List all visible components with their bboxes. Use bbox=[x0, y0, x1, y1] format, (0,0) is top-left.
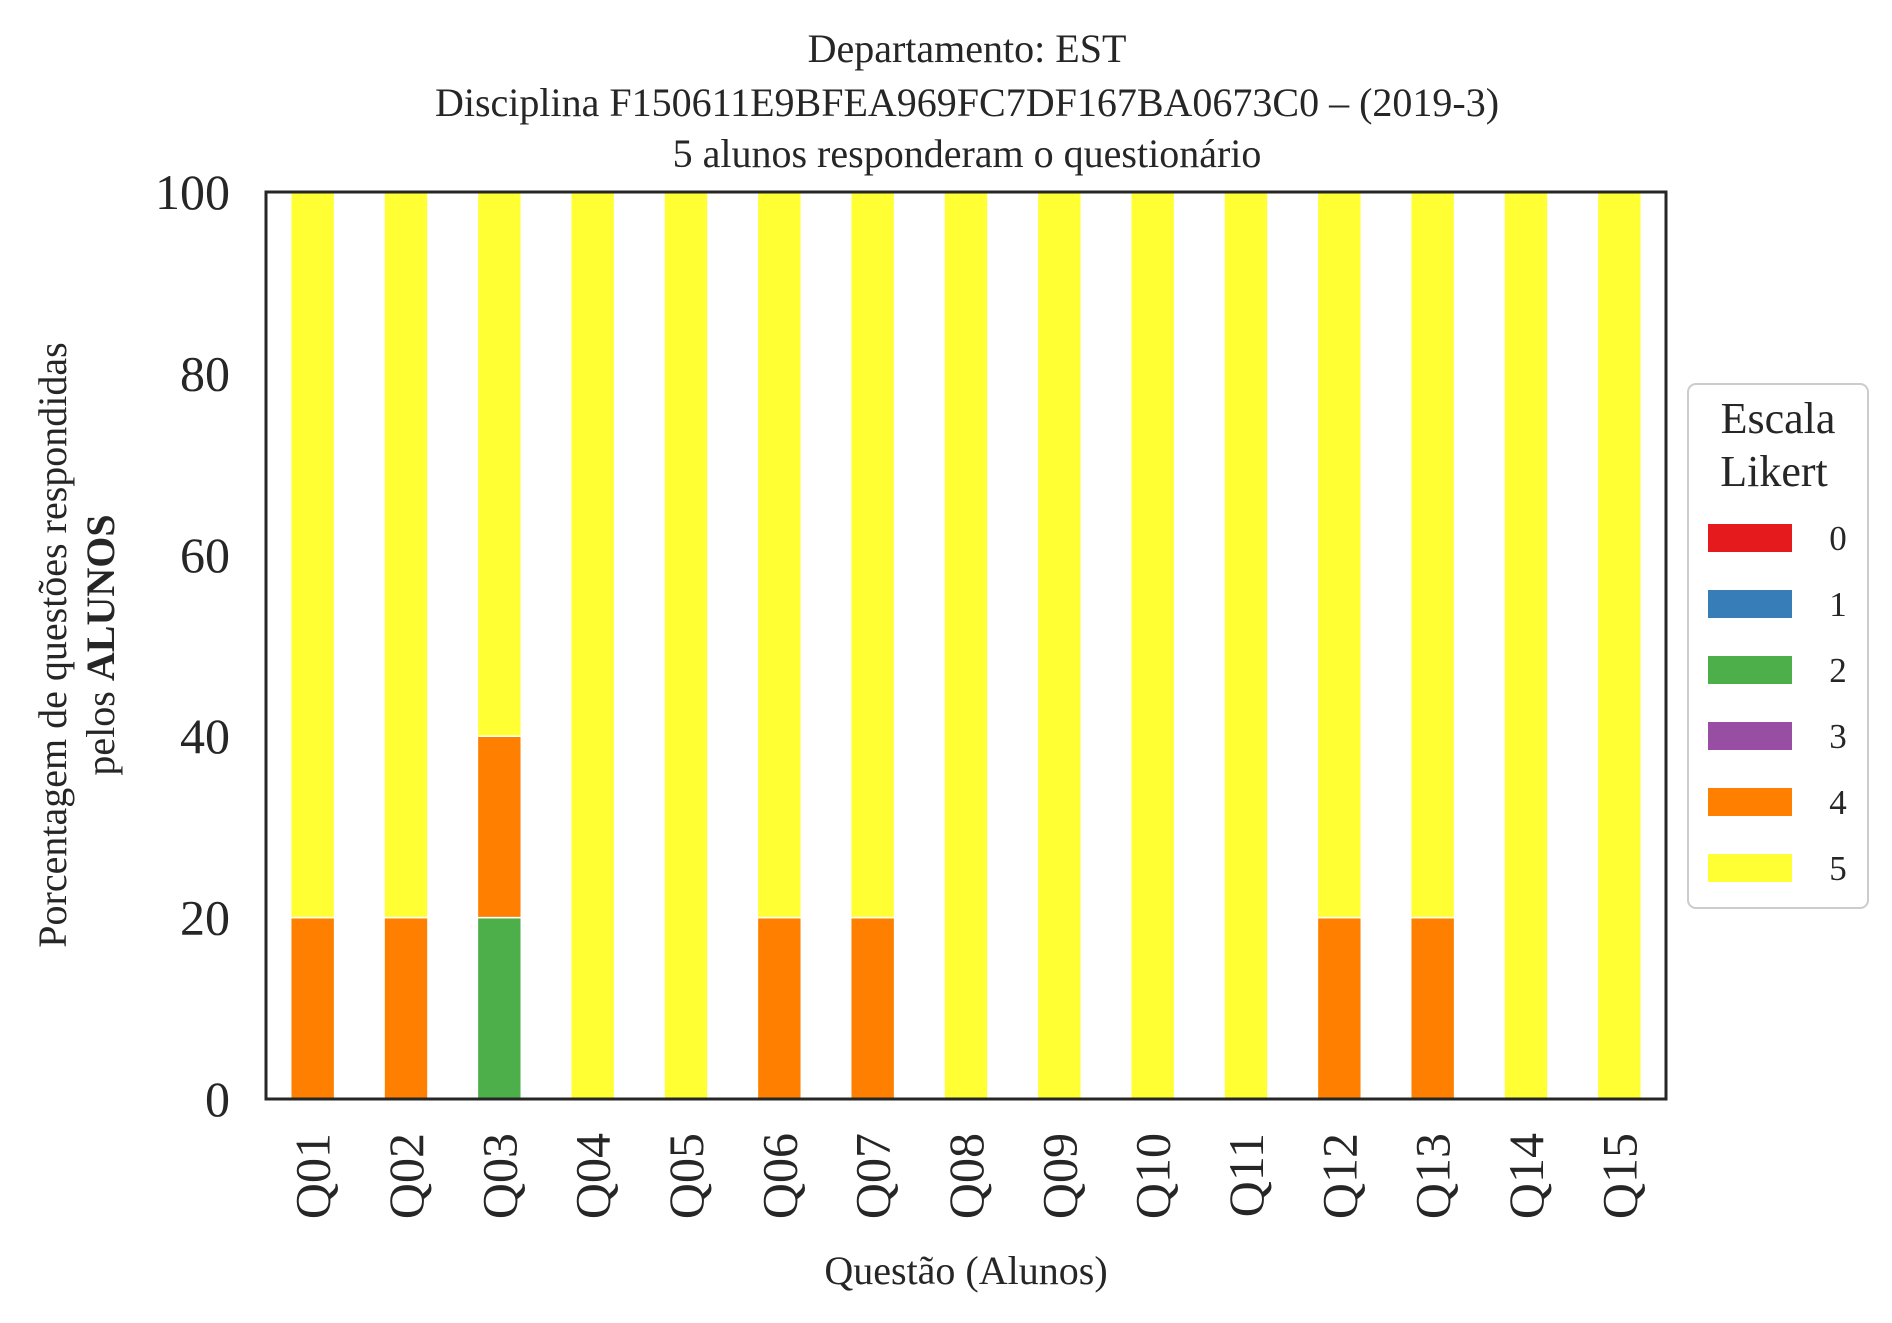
legend: Escala Likert 0 1 2 3 4 5 bbox=[1687, 383, 1869, 909]
legend-swatch-2 bbox=[1708, 656, 1792, 684]
bar-q06-likert-5 bbox=[756, 191, 803, 919]
y-tick-label: 80 bbox=[180, 345, 230, 401]
bar-q01-likert-4 bbox=[289, 916, 336, 1100]
legend-swatch-4 bbox=[1708, 788, 1792, 816]
legend-label-4: 4 bbox=[1829, 783, 1847, 822]
legend-label-5: 5 bbox=[1829, 849, 1847, 888]
x-tick-label: Q07 bbox=[845, 1133, 901, 1219]
title-line-1: Departamento: EST bbox=[808, 26, 1127, 71]
legend-swatch-5 bbox=[1708, 854, 1792, 882]
bar-q07-likert-5 bbox=[849, 191, 896, 919]
bar-q09-likert-5 bbox=[1036, 191, 1083, 1100]
legend-title-line2: Likert bbox=[1720, 447, 1828, 496]
y-tick-label: 100 bbox=[155, 164, 230, 220]
legend-swatch-3 bbox=[1708, 722, 1792, 750]
bar-q15-likert-5 bbox=[1596, 191, 1643, 1100]
bar-q04-likert-5 bbox=[569, 191, 616, 1100]
x-tick-label: Q04 bbox=[565, 1133, 621, 1219]
legend-label-2: 2 bbox=[1829, 651, 1847, 690]
legend-swatch-1 bbox=[1708, 590, 1792, 618]
bar-q12-likert-5 bbox=[1316, 191, 1363, 919]
x-tick-label: Q08 bbox=[938, 1133, 994, 1219]
bar-q03-likert-4 bbox=[476, 735, 523, 919]
x-tick-label: Q06 bbox=[751, 1133, 807, 1219]
legend-box bbox=[1687, 383, 1869, 909]
title-line-2: Disciplina F150611E9BFEA969FC7DF167BA067… bbox=[435, 80, 1499, 125]
x-tick-label: Q09 bbox=[1031, 1133, 1087, 1219]
x-tick-label: Q14 bbox=[1498, 1133, 1554, 1219]
plot-frame bbox=[264, 190, 1668, 1101]
x-tick-label: Q11 bbox=[1218, 1133, 1274, 1217]
y-tick-label: 60 bbox=[180, 527, 230, 583]
bar-q13-likert-4 bbox=[1409, 916, 1456, 1100]
y-tick-label: 20 bbox=[180, 890, 230, 946]
bars-layer bbox=[289, 191, 1643, 1100]
bar-q08-likert-5 bbox=[943, 191, 989, 1100]
bar-q03-likert-5 bbox=[476, 191, 523, 737]
y-axis-label-line1: Porcentagem de questões respondidas bbox=[30, 342, 75, 947]
title-line-3: 5 alunos responderam o questionário bbox=[673, 131, 1262, 176]
x-tick-label: Q15 bbox=[1591, 1133, 1647, 1219]
x-tick-label: Q12 bbox=[1311, 1133, 1367, 1219]
bar-q06-likert-4 bbox=[756, 916, 803, 1100]
y-axis-label-prefix: pelos bbox=[78, 681, 123, 775]
bar-q03-likert-2 bbox=[476, 916, 523, 1100]
y-tick-label: 0 bbox=[205, 1071, 230, 1127]
y-tick-label: 40 bbox=[180, 708, 230, 764]
y-axis-label: Porcentagem de questões respondidas pelo… bbox=[30, 342, 123, 947]
legend-items: 0 1 2 3 4 5 bbox=[1708, 519, 1847, 888]
x-tick-label: Q05 bbox=[658, 1133, 714, 1219]
legend-label-3: 3 bbox=[1829, 717, 1847, 756]
chart-title: Departamento: EST Disciplina F150611E9BF… bbox=[435, 26, 1499, 176]
legend-label-1: 1 bbox=[1829, 585, 1847, 624]
bar-q14-likert-5 bbox=[1503, 191, 1549, 1100]
bar-q07-likert-4 bbox=[849, 916, 896, 1100]
bar-q05-likert-5 bbox=[663, 191, 709, 1100]
bar-q02-likert-5 bbox=[383, 191, 429, 919]
legend-title-line1: Escala bbox=[1721, 394, 1836, 443]
bar-q10-likert-5 bbox=[1129, 191, 1176, 1100]
bar-q01-likert-5 bbox=[289, 191, 336, 919]
y-axis-ticks: 0 20 40 60 80 100 bbox=[155, 164, 230, 1127]
bar-q11-likert-5 bbox=[1223, 191, 1269, 1100]
x-tick-label: Q13 bbox=[1405, 1133, 1461, 1219]
x-tick-label: Q01 bbox=[285, 1133, 341, 1219]
bar-q12-likert-4 bbox=[1316, 916, 1363, 1100]
y-axis-label-line2: pelos ALUNOS bbox=[78, 514, 123, 775]
x-tick-label: Q03 bbox=[471, 1133, 527, 1219]
legend-label-0: 0 bbox=[1829, 519, 1847, 558]
bar-q13-likert-5 bbox=[1409, 191, 1456, 919]
y-axis-label-bold: ALUNOS bbox=[78, 514, 123, 681]
bar-q02-likert-4 bbox=[383, 916, 429, 1100]
x-tick-label: Q10 bbox=[1125, 1133, 1181, 1219]
legend-swatch-0 bbox=[1708, 524, 1792, 552]
x-axis-label: Questão (Alunos) bbox=[824, 1248, 1107, 1293]
x-axis-ticks: Q01 Q02 Q03 Q04 Q05 Q06 Q07 Q08 Q09 Q10 Q11 Q12 Q13 Q… bbox=[285, 1133, 1648, 1219]
x-tick-label: Q02 bbox=[378, 1133, 434, 1219]
